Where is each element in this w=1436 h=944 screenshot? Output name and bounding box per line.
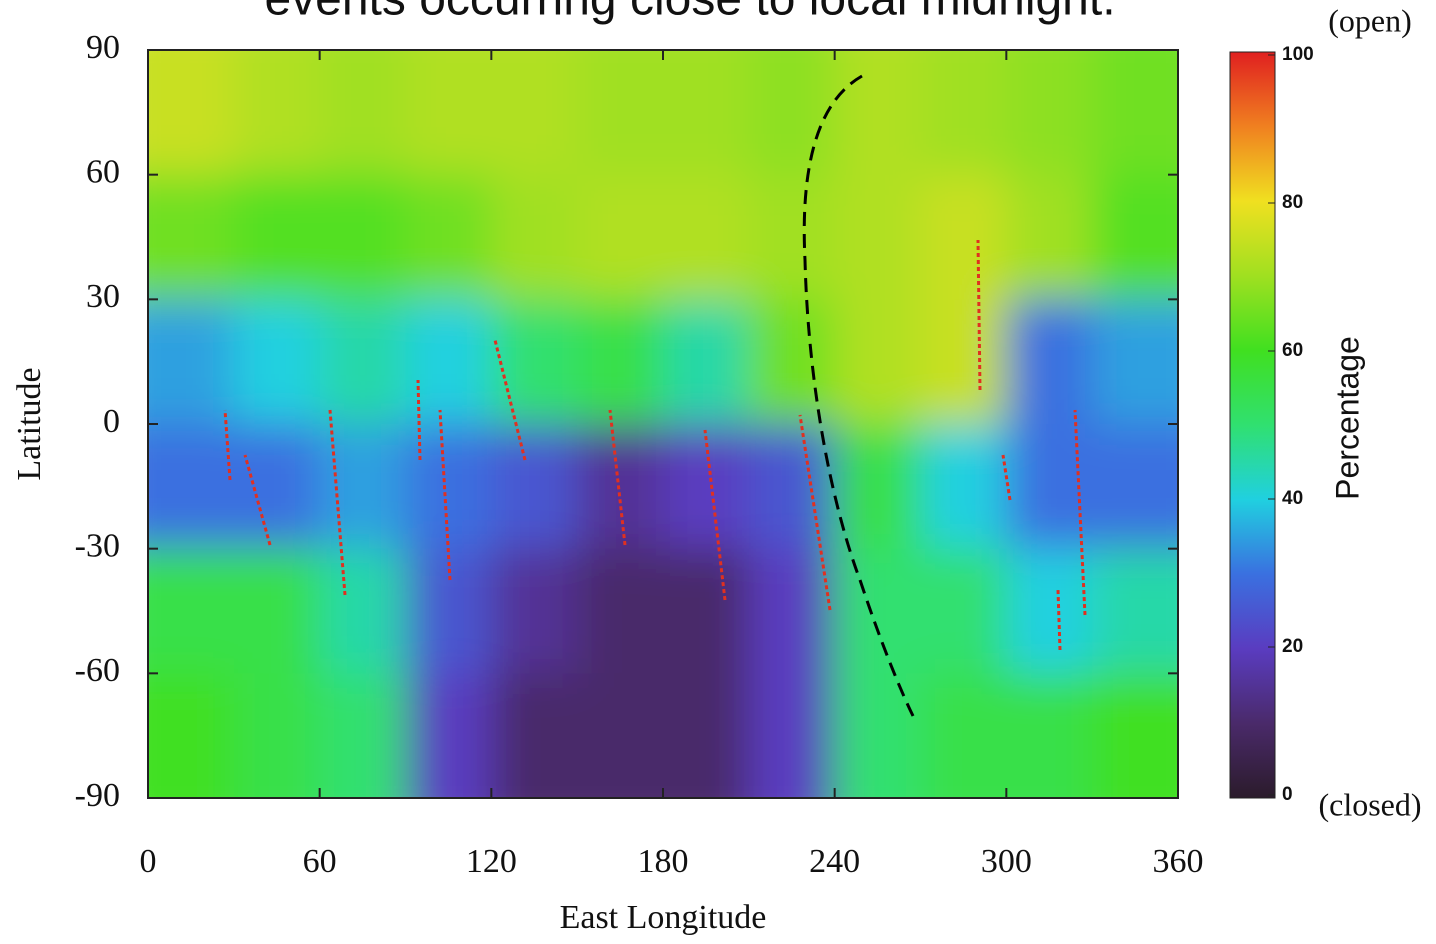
colorbar-label: Percentage (1329, 336, 1365, 500)
x-tick-label: 60 (303, 843, 337, 880)
colorbar-tick-label: 0 (1282, 784, 1293, 805)
heatmap-cell (1092, 549, 1219, 675)
heatmap-cell (234, 673, 321, 839)
heatmap-cell (921, 424, 1008, 550)
heatmap-cell (921, 673, 1008, 839)
x-tick-label: 360 (1153, 843, 1204, 880)
heatmap-cell (921, 549, 1008, 675)
colorbar-tick-label: 20 (1282, 636, 1303, 657)
heatmap-cell (663, 175, 750, 301)
x-tick-label: 180 (638, 843, 689, 880)
heatmap-cell (320, 10, 407, 176)
x-tick-label: 120 (466, 843, 517, 880)
colorbar (1230, 52, 1275, 798)
heatmap-cell (1092, 673, 1219, 839)
colorbar-tick-label: 40 (1282, 488, 1303, 509)
heatmap-cell (108, 10, 235, 176)
heatmap-cell (663, 299, 750, 425)
heatmap-cell (577, 10, 664, 176)
heatmap-cell (406, 549, 493, 675)
heatmap-cell (835, 673, 922, 839)
heatmap-cell (835, 549, 922, 675)
y-tick-label: 0 (103, 403, 120, 440)
chart-title: events occurring close to local midnight… (264, 0, 1115, 26)
heatmap-cell (320, 299, 407, 425)
heatmap-cell (108, 424, 235, 550)
heatmap-cell (1092, 10, 1219, 176)
heatmap-cell (108, 299, 235, 425)
heatmap-cell (1006, 175, 1093, 301)
heatmap-cell (491, 673, 578, 839)
heatmap-cell (406, 175, 493, 301)
heatmap-cell (577, 299, 664, 425)
heatmap-cell (108, 175, 235, 301)
heatmap-cell (1006, 549, 1093, 675)
heatmap-cell (1006, 673, 1093, 839)
heatmap-cell (234, 424, 321, 550)
heatmap-cell (577, 424, 664, 550)
heatmap-cell (921, 10, 1008, 176)
heatmap-cell (1092, 175, 1219, 301)
heatmap-cell (663, 10, 750, 176)
y-tick-label: -90 (75, 777, 120, 814)
colorbar-bottom-note: (closed) (1318, 786, 1421, 822)
y-axis-label: Latitude (11, 367, 48, 480)
heatmap-cell (577, 175, 664, 301)
heatmap-cell (406, 10, 493, 176)
heatmap-cell (835, 175, 922, 301)
heatmap-cell (491, 10, 578, 176)
y-tick-label: 30 (86, 278, 120, 315)
heatmap-cell (577, 673, 664, 839)
heatmap-cell (1092, 424, 1219, 550)
x-axis-label: East Longitude (560, 899, 767, 936)
colorbar-top-note: (open) (1328, 2, 1412, 38)
heatmap-cell (320, 175, 407, 301)
heatmap-cell (835, 10, 922, 176)
heatmap-cell (491, 549, 578, 675)
heatmap-cell (1092, 299, 1219, 425)
heatmap-cell (663, 424, 750, 550)
x-tick-label: 0 (140, 843, 157, 880)
heatmap-cell (491, 424, 578, 550)
heatmap-cell (835, 424, 922, 550)
heatmap-cell (406, 299, 493, 425)
heatmap-cell (749, 175, 836, 301)
heatmap-cell (663, 673, 750, 839)
colorbar-tick-label: 100 (1282, 44, 1314, 65)
heatmap-cell (234, 549, 321, 675)
heatmap-cell (108, 549, 235, 675)
y-tick-label: -60 (75, 652, 120, 689)
heatmap-cell (234, 175, 321, 301)
heatmap-cell (1006, 10, 1093, 176)
heatmap (108, 10, 1219, 839)
heatmap-cell (577, 549, 664, 675)
x-tick-label: 300 (981, 843, 1032, 880)
heatmap-cell (108, 673, 235, 839)
y-tick-label: 60 (86, 153, 120, 190)
heatmap-cell (406, 673, 493, 839)
colorbar-tick-label: 60 (1282, 340, 1303, 361)
heatmap-cell (320, 424, 407, 550)
y-tick-label: 90 (86, 29, 120, 66)
heatmap-cell (320, 549, 407, 675)
heatmap-cell (491, 299, 578, 425)
y-tick-label: -30 (75, 527, 120, 564)
heatmap-cell (921, 299, 1008, 425)
heatmap-cell (491, 175, 578, 301)
heatmap-cell (921, 175, 1008, 301)
colorbar-tick-label: 80 (1282, 192, 1303, 213)
heatmap-cell (663, 549, 750, 675)
heatmap-cell (320, 673, 407, 839)
heatmap-cell (749, 673, 836, 839)
heatmap-cell (749, 10, 836, 176)
heatmap-cell (234, 299, 321, 425)
heatmap-cell (234, 10, 321, 176)
heatmap-cell (835, 299, 922, 425)
heatmap-cell (749, 299, 836, 425)
heatmap-cell (1006, 299, 1093, 425)
x-tick-label: 240 (809, 843, 860, 880)
